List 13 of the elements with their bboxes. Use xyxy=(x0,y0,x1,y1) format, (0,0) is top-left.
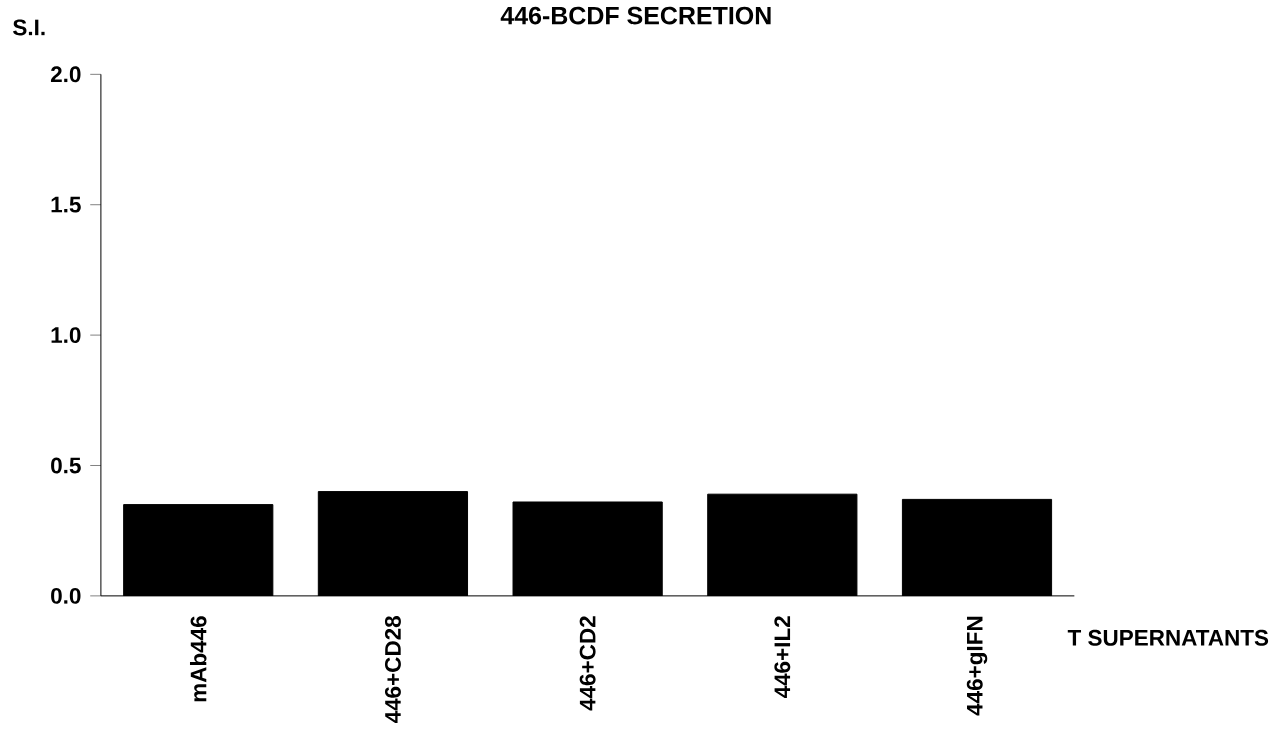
chart-title: 446-BCDF SECRETION xyxy=(500,6,771,25)
x-tick-label: 446+CD28 xyxy=(384,616,401,724)
x-tick-label: 446+CD2 xyxy=(579,616,596,711)
x-axis-title: T SUPERNATANTS xyxy=(1067,629,1269,646)
y-tick-label: 1.0 xyxy=(51,327,81,344)
y-tick-label: 0.5 xyxy=(51,457,81,474)
y-tick-label: 2.0 xyxy=(50,66,81,83)
y-tick-label: 1.5 xyxy=(51,196,81,213)
x-tick-label: mAb446 xyxy=(189,616,207,702)
y-tick-label: 0.0 xyxy=(51,587,81,604)
y-axis-title: S.I. xyxy=(13,19,45,36)
x-tick-label: 446+gIFN xyxy=(966,616,988,716)
x-tick-label: 446+IL2 xyxy=(774,616,791,699)
